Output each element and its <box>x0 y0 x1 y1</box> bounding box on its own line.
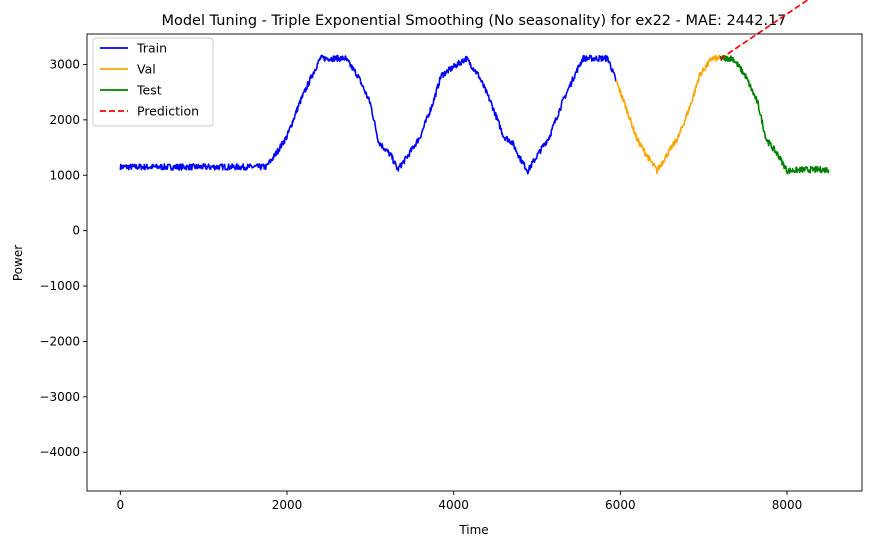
y-tick-label: −1000 <box>39 279 80 293</box>
series-line-test <box>719 55 830 175</box>
x-tick-label: 2000 <box>272 498 303 512</box>
series-line-prediction <box>719 0 810 60</box>
legend: Train Val Test Prediction <box>92 37 214 127</box>
x-tick-label: 8000 <box>772 498 803 512</box>
series-line-train <box>119 54 617 175</box>
y-tick-label: −4000 <box>39 445 80 459</box>
y-tick-label: 1000 <box>49 168 80 182</box>
x-axis: 0 2000 4000 6000 8000 <box>117 491 803 512</box>
y-tick-label: −2000 <box>39 334 80 348</box>
y-tick-label: 3000 <box>49 57 80 71</box>
series-line-val <box>615 54 721 175</box>
legend-label-train: Train <box>136 41 167 56</box>
x-tick-label: 6000 <box>605 498 636 512</box>
legend-label-val: Val <box>137 62 156 77</box>
y-tick-label: 0 <box>72 224 80 238</box>
y-tick-label: 2000 <box>49 113 80 127</box>
legend-label-prediction: Prediction <box>137 104 199 119</box>
x-axis-label: Time <box>458 523 488 537</box>
plot-frame <box>86 33 863 492</box>
legend-box <box>92 37 214 127</box>
y-axis-label: Power <box>11 245 25 281</box>
y-tick-label: −3000 <box>39 390 80 404</box>
x-tick-label: 0 <box>117 498 125 512</box>
plot-series <box>119 0 830 175</box>
y-axis: −4000 −3000 −2000 −1000 0 1000 2000 3000 <box>39 57 87 459</box>
chart-title: Model Tuning - Triple Exponential Smooth… <box>161 13 786 29</box>
x-tick-label: 4000 <box>438 498 469 512</box>
legend-label-test: Test <box>136 83 162 98</box>
